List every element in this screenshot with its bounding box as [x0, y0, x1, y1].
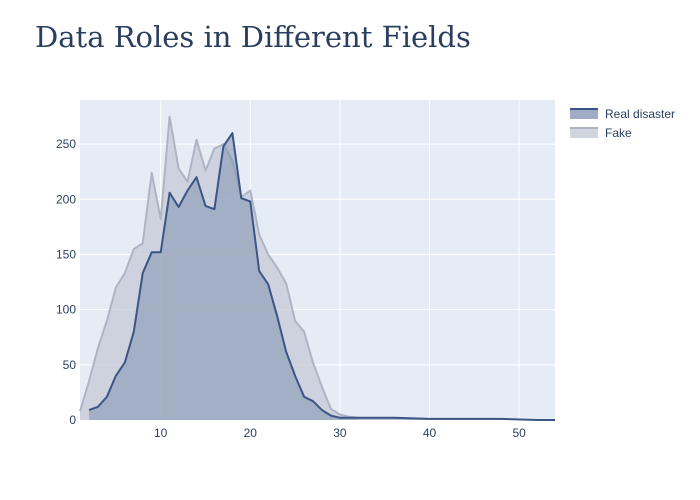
x-tick-label: 50	[512, 426, 526, 440]
y-tick-label: 150	[56, 247, 76, 261]
series-line-fake	[79, 115, 358, 419]
series-areas	[79, 115, 555, 421]
y-tick-label: 50	[63, 358, 77, 372]
legend-swatch	[570, 109, 598, 119]
x-tick-label: 10	[154, 426, 168, 440]
legend-swatch	[570, 128, 598, 138]
y-tick-label: 200	[56, 192, 76, 206]
y-axis-ticks: 0 50 100 150 200 250	[56, 137, 76, 427]
legend-label: Real disaster	[605, 107, 675, 121]
y-tick-label: 0	[69, 413, 76, 427]
x-tick-label: 40	[423, 426, 437, 440]
y-tick-label: 100	[56, 303, 76, 317]
area-fill-real-disaster	[89, 133, 555, 420]
legend: Real disaster Fake	[570, 107, 675, 140]
x-tick-label: 20	[244, 426, 258, 440]
x-axis-ticks: 10 20 30 40 50	[154, 426, 526, 440]
chart-title: Data Roles in Different Fields	[35, 20, 471, 54]
y-tick-label: 250	[56, 137, 76, 151]
x-tick-label: 30	[333, 426, 347, 440]
legend-label: Fake	[605, 126, 632, 140]
series-line-real-disaster	[88, 132, 555, 421]
